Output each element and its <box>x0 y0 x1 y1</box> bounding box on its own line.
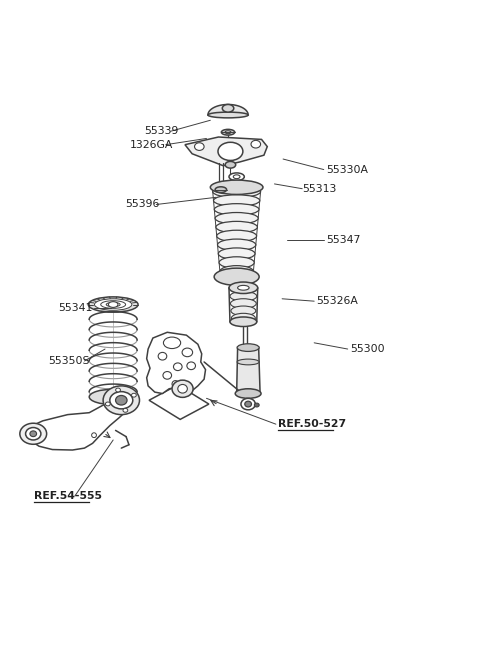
Ellipse shape <box>241 398 255 410</box>
Ellipse shape <box>216 230 257 242</box>
Ellipse shape <box>187 362 195 369</box>
Ellipse shape <box>230 317 257 327</box>
Ellipse shape <box>229 282 258 293</box>
Ellipse shape <box>214 195 260 206</box>
Ellipse shape <box>163 371 171 379</box>
Ellipse shape <box>230 291 257 301</box>
Ellipse shape <box>106 303 120 307</box>
Ellipse shape <box>210 180 263 195</box>
Ellipse shape <box>106 402 110 406</box>
Ellipse shape <box>216 221 257 233</box>
Ellipse shape <box>233 175 240 179</box>
Ellipse shape <box>20 423 47 444</box>
Ellipse shape <box>123 409 128 412</box>
Polygon shape <box>185 137 267 166</box>
Text: 55300: 55300 <box>350 344 384 354</box>
Text: 55326A: 55326A <box>317 296 359 306</box>
Ellipse shape <box>213 186 261 197</box>
Ellipse shape <box>219 257 254 269</box>
Ellipse shape <box>116 396 127 405</box>
Ellipse shape <box>237 359 259 365</box>
Ellipse shape <box>220 266 253 277</box>
Ellipse shape <box>182 348 192 357</box>
Text: 55339: 55339 <box>144 126 179 136</box>
Ellipse shape <box>230 299 256 309</box>
Text: REF.50-527: REF.50-527 <box>278 419 347 429</box>
Ellipse shape <box>237 344 259 352</box>
Text: 55396: 55396 <box>125 200 159 210</box>
Ellipse shape <box>215 187 227 193</box>
Ellipse shape <box>89 389 137 405</box>
Polygon shape <box>147 332 205 394</box>
Ellipse shape <box>173 363 182 371</box>
Ellipse shape <box>172 381 179 387</box>
Ellipse shape <box>251 140 261 148</box>
Ellipse shape <box>218 142 243 160</box>
Text: REF.54-555: REF.54-555 <box>34 491 102 501</box>
Ellipse shape <box>231 313 255 323</box>
Ellipse shape <box>116 388 120 392</box>
Ellipse shape <box>214 204 259 215</box>
Text: 55330A: 55330A <box>326 164 368 175</box>
Ellipse shape <box>238 286 249 290</box>
Ellipse shape <box>163 337 180 348</box>
Ellipse shape <box>225 161 236 168</box>
Ellipse shape <box>214 268 259 286</box>
Ellipse shape <box>229 173 244 181</box>
Ellipse shape <box>101 301 126 309</box>
Ellipse shape <box>235 389 261 398</box>
Ellipse shape <box>30 431 36 437</box>
Ellipse shape <box>172 380 193 398</box>
Polygon shape <box>237 348 260 394</box>
Ellipse shape <box>25 428 41 440</box>
Ellipse shape <box>254 403 259 407</box>
Ellipse shape <box>92 433 96 438</box>
Ellipse shape <box>158 352 167 360</box>
Ellipse shape <box>231 306 256 316</box>
Ellipse shape <box>103 386 140 415</box>
Ellipse shape <box>95 299 132 310</box>
Ellipse shape <box>218 248 255 259</box>
Ellipse shape <box>245 402 252 407</box>
Ellipse shape <box>178 384 187 393</box>
Text: 55313: 55313 <box>302 183 336 194</box>
Ellipse shape <box>221 129 235 135</box>
Ellipse shape <box>108 302 118 307</box>
Text: 55341: 55341 <box>58 303 93 313</box>
Ellipse shape <box>225 131 231 134</box>
Ellipse shape <box>132 393 136 397</box>
Ellipse shape <box>215 212 258 224</box>
Ellipse shape <box>110 392 133 409</box>
Polygon shape <box>149 385 209 419</box>
Polygon shape <box>29 392 135 450</box>
Ellipse shape <box>217 239 256 251</box>
Ellipse shape <box>222 104 234 112</box>
Text: 1326GA: 1326GA <box>130 140 173 150</box>
Ellipse shape <box>208 112 248 118</box>
Ellipse shape <box>88 297 138 312</box>
Text: 55350S: 55350S <box>48 356 90 366</box>
Ellipse shape <box>194 143 204 151</box>
Text: 55347: 55347 <box>326 235 360 246</box>
